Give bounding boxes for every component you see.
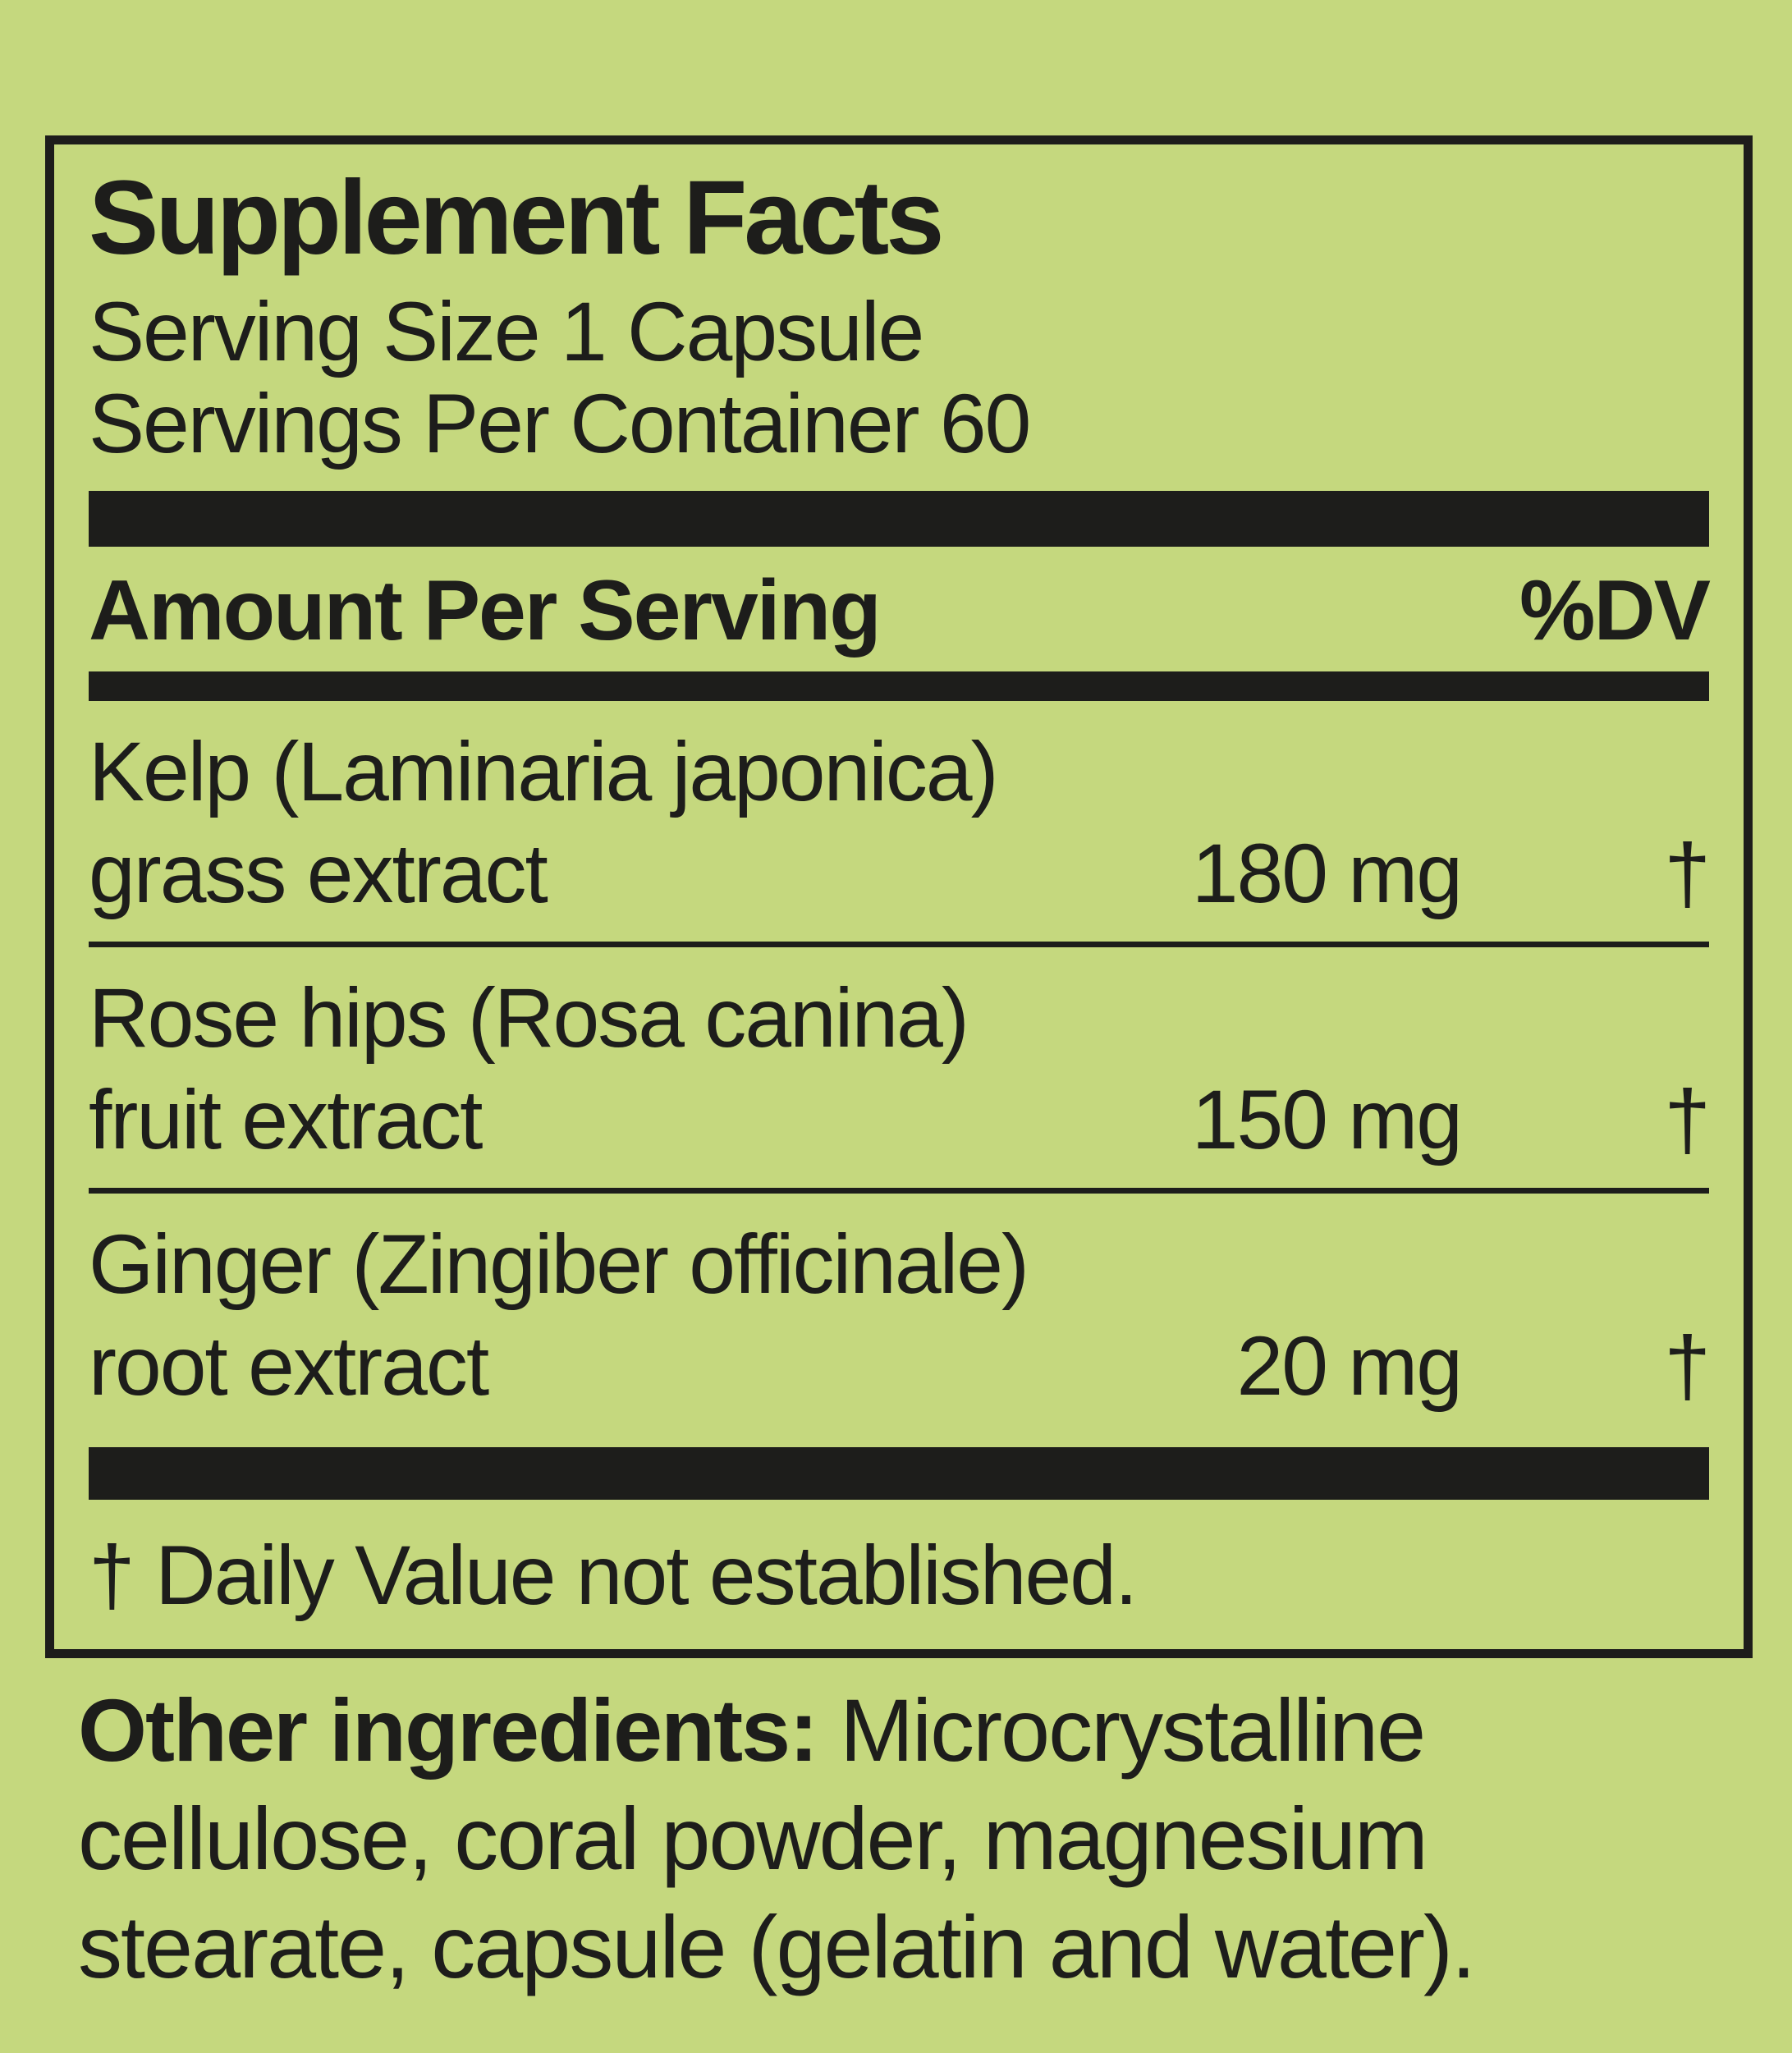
column-header-row: Amount Per Serving %DV <box>89 547 1711 671</box>
servings-per-container-line: Servings Per Container 60 <box>89 376 1031 470</box>
ingredient-name: Ginger (Zingiber officinale) <box>89 1217 1029 1311</box>
ingredient-values: fruit extract 150 mg † <box>89 1069 1711 1171</box>
ingredient-part: grass extract <box>89 827 548 921</box>
supplement-facts-panel: Supplement Facts Serving Size 1 Capsule … <box>45 135 1753 1658</box>
divider-bar-under-header <box>89 671 1709 702</box>
daily-value-footnote: † Daily Value not established. <box>89 1528 1138 1622</box>
ingredient-amount: 180 mg <box>1191 827 1463 921</box>
ingredient-part: fruit extract <box>89 1073 483 1167</box>
other-ingredients-label: Other ingredients: <box>78 1680 818 1780</box>
amount-per-serving-header: Amount Per Serving <box>89 563 882 659</box>
ingredient-values: grass extract 180 mg † <box>89 823 1711 924</box>
percent-dv-header: %DV <box>1519 563 1711 659</box>
ingredient-values: root extract 20 mg † <box>89 1315 1711 1417</box>
ingredient-dv-dagger: † <box>1664 827 1711 921</box>
ingredient-row-ginger: Ginger (Zingiber officinale) root extrac… <box>89 1194 1711 1434</box>
ingredient-dv-dagger: † <box>1664 1319 1711 1414</box>
ingredient-amount: 150 mg <box>1191 1073 1463 1167</box>
ingredient-row-kelp: Kelp (Laminaria japonica) grass extract … <box>89 701 1711 947</box>
ingredient-dv-dagger: † <box>1664 1073 1711 1167</box>
ingredient-amount: 20 mg <box>1236 1319 1463 1414</box>
ingredient-name: Kelp (Laminaria japonica) <box>89 725 999 819</box>
divider-bar-bottom <box>89 1446 1709 1500</box>
panel-title: Supplement Facts <box>89 159 944 277</box>
serving-size-line: Serving Size 1 Capsule <box>89 284 924 378</box>
ingredient-part: root extract <box>89 1319 489 1414</box>
ingredient-row-rose-hips: Rose hips (Rosa canina) fruit extract 15… <box>89 947 1711 1194</box>
other-ingredients-paragraph: Other ingredients: Microcrystalline cell… <box>78 1676 1736 2000</box>
other-ingredients-text: Microcrystalline cellulose, coral powder… <box>78 1680 1476 1996</box>
divider-bar-top <box>89 491 1709 548</box>
ingredient-name: Rose hips (Rosa canina) <box>89 970 969 1065</box>
